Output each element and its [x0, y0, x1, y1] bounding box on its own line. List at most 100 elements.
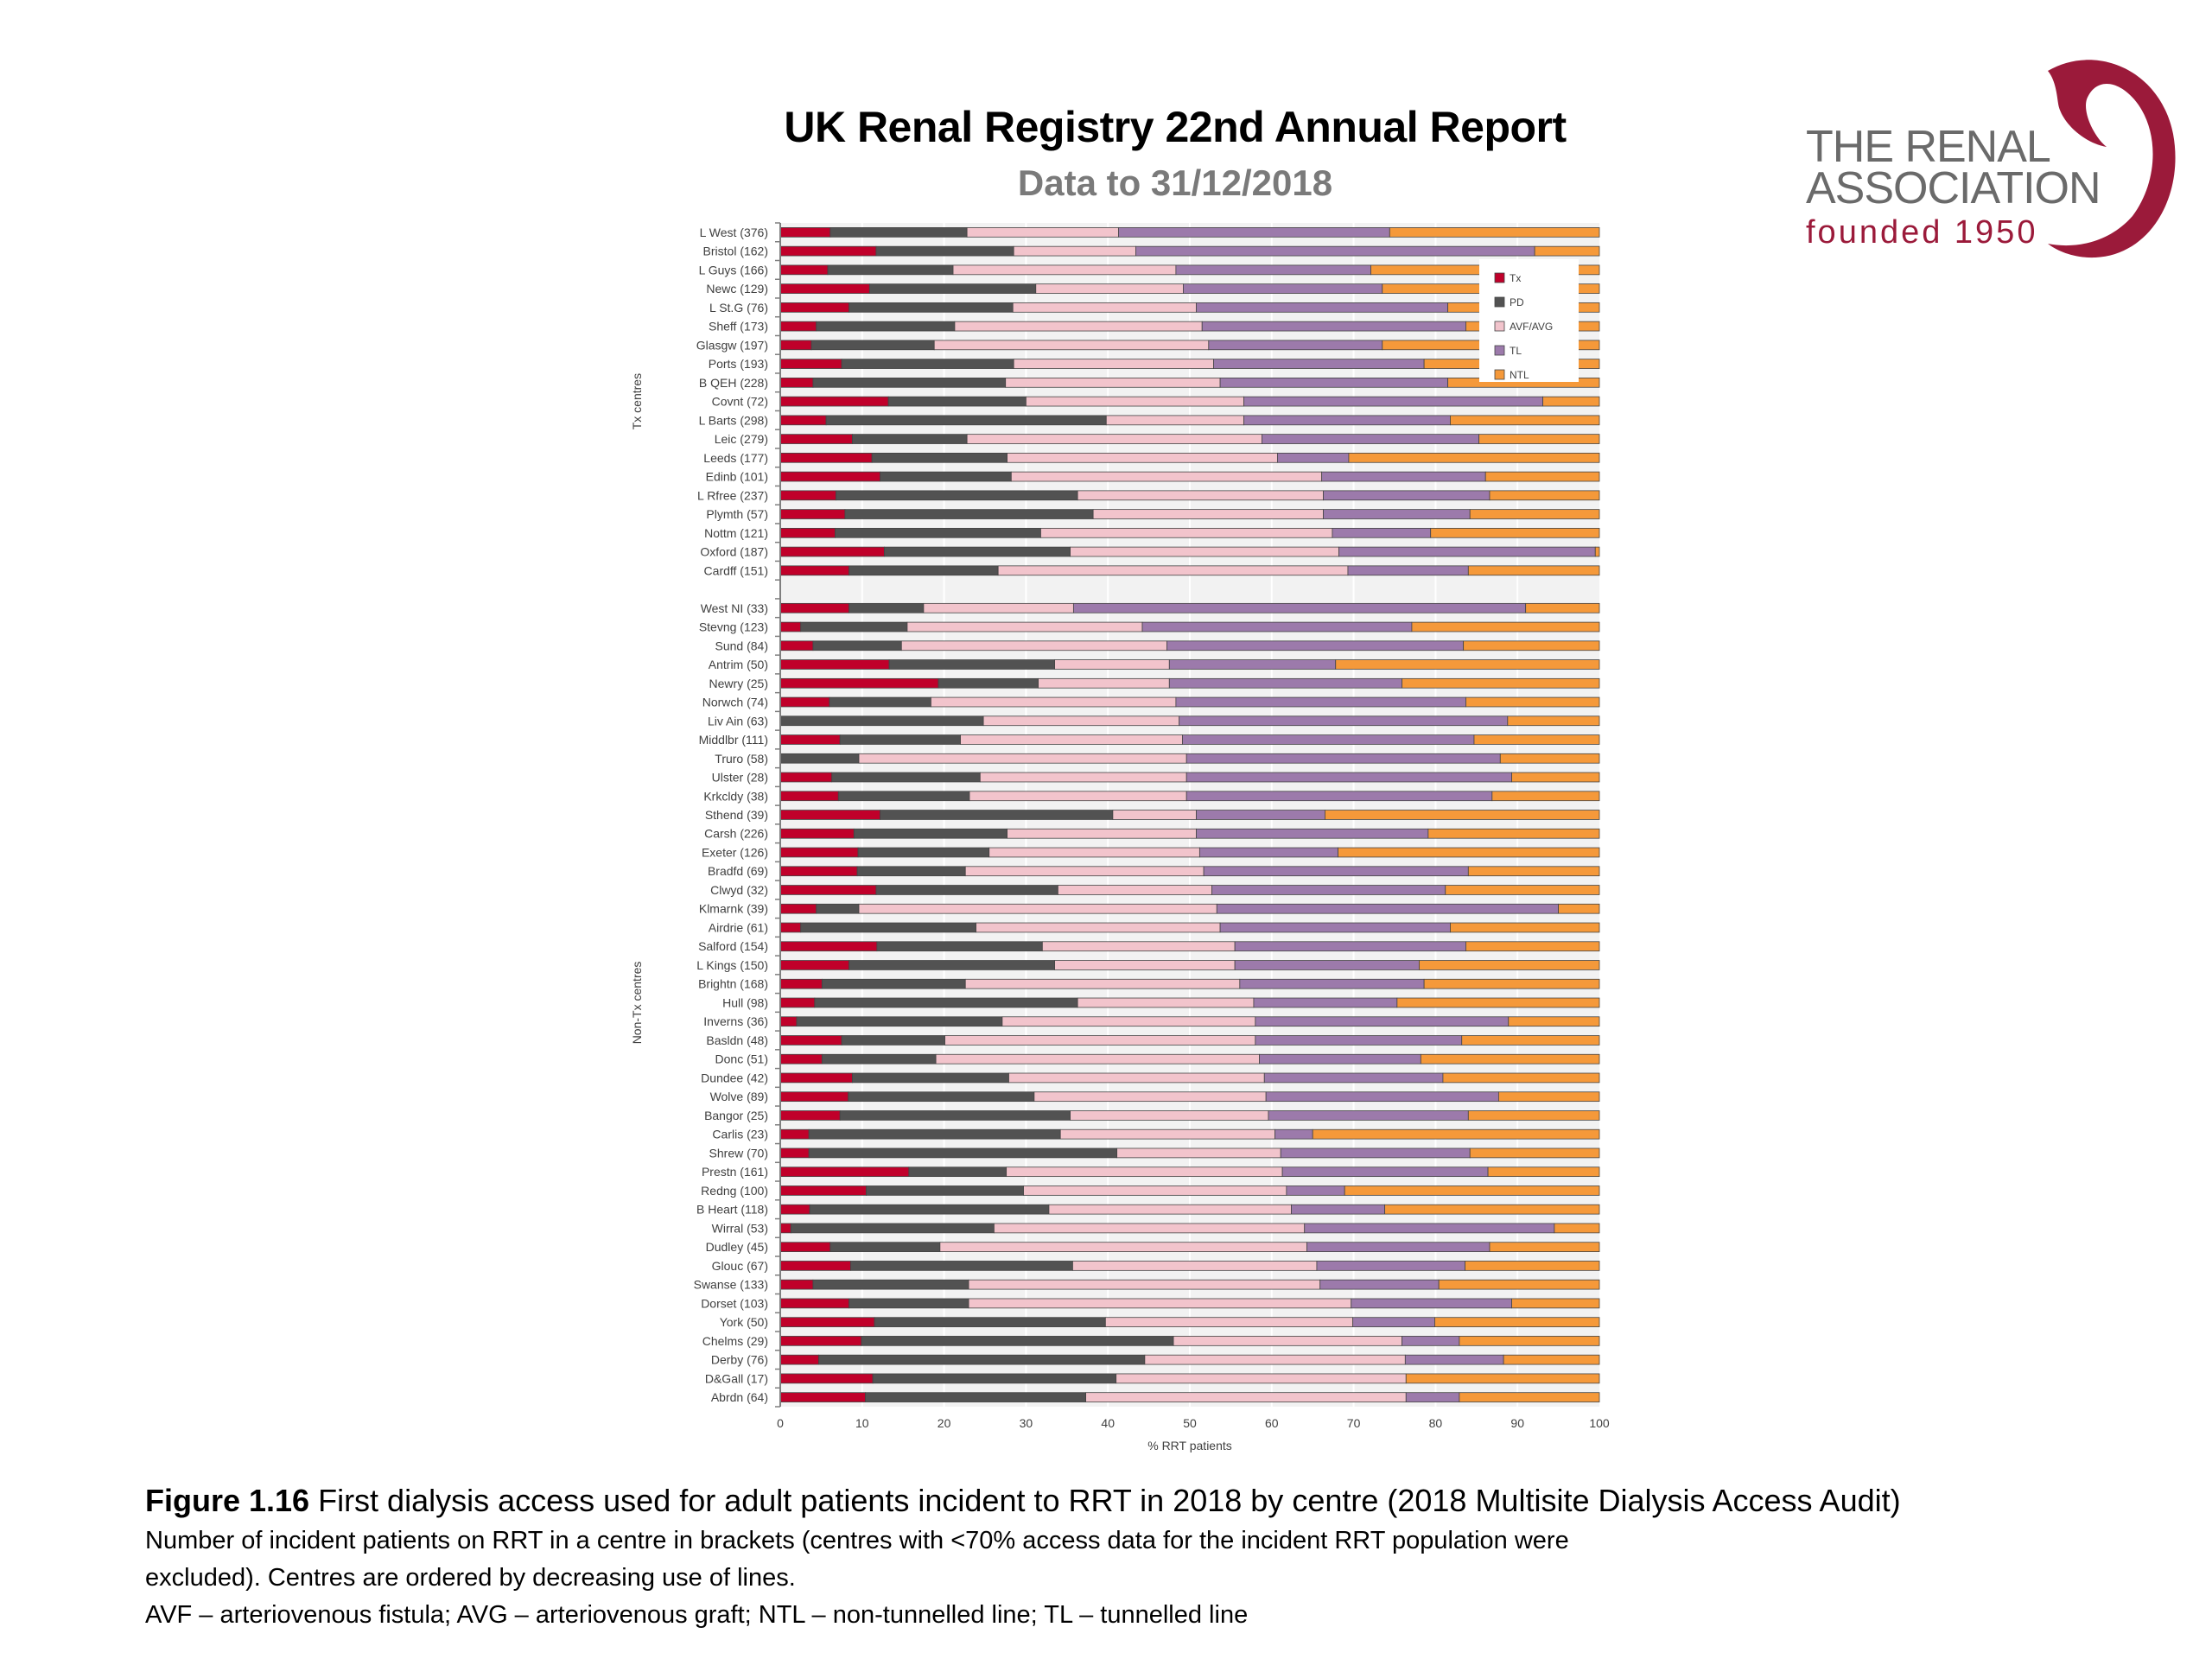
bar-segment-avf-avg [1008, 1072, 1265, 1084]
bar-segment-ntl [1497, 1091, 1600, 1103]
bar-segment-tl [1281, 1166, 1489, 1178]
bar-segment-pd [839, 734, 961, 745]
bar-segment-tx [779, 434, 853, 444]
bar-row-basldn-48 [779, 1035, 1600, 1046]
bar-segment-ntl [1478, 434, 1600, 444]
bar-segment-tl [1263, 1072, 1444, 1084]
bar-segment-pd [888, 659, 1055, 670]
bar-segment-avf-avg [979, 772, 1187, 783]
bar-segment-pd [880, 810, 1114, 820]
bar-row-newc-129 [779, 283, 1600, 294]
bar-segment-avf-avg [933, 340, 1210, 351]
y-tick-label: Covnt (72) [712, 395, 768, 409]
bar-segment-tl [1321, 471, 1486, 482]
bar-row-bangor-25 [779, 1110, 1600, 1121]
x-tick-label: 100 [1589, 1416, 1610, 1430]
y-tick-label: Sund (84) [715, 639, 768, 652]
bar-segment-avf-avg [1013, 359, 1214, 369]
bar-segment-tx [779, 509, 846, 519]
bar-row-plymth-57 [779, 509, 1600, 519]
y-tick-label: Sthend (39) [705, 808, 768, 822]
bar-segment-ntl [1325, 810, 1600, 820]
y-tick-label: Bangor (25) [704, 1109, 768, 1122]
bar-segment-tl [1347, 565, 1469, 576]
bar-segment-ntl [1312, 1128, 1600, 1140]
bar-row-covnt-72 [779, 396, 1600, 407]
legend-swatch-pd [1494, 296, 1505, 308]
bar-segment-avf-avg [1092, 509, 1324, 519]
logo-text-line1: THE RENAL [1806, 122, 2051, 172]
bar-segment-pd [852, 1072, 1009, 1084]
bar-row-sund-84 [779, 640, 1600, 652]
bar-segment-avf-avg [964, 978, 1241, 989]
bar-segment-pd [880, 471, 1012, 482]
bar-segment-ntl [1335, 659, 1600, 670]
bar-segment-tl [1175, 264, 1371, 276]
bar-segment-pd [849, 1298, 969, 1309]
bar-segment-tx [779, 772, 833, 783]
bar-segment-pd [831, 772, 981, 783]
bar-segment-avf-avg [964, 866, 1205, 877]
bar-segment-pd [825, 415, 1107, 426]
y-tick-label: B QEH (228) [699, 376, 768, 390]
bar-segment-pd [938, 677, 1039, 689]
y-tick-label: L Guys (166) [699, 263, 768, 276]
x-tick-label: 50 [1183, 1416, 1197, 1430]
bar-row-glouc-67 [779, 1261, 1600, 1271]
bar-segment-avf-avg [976, 922, 1221, 933]
x-tick-label: 80 [1429, 1416, 1443, 1430]
bar-segment-tx [779, 734, 841, 745]
bar-row-dorset-103 [779, 1298, 1600, 1309]
bar-segment-tl [1211, 885, 1446, 895]
kidney-swirl-icon [2048, 60, 2176, 258]
bar-segment-ntl [1396, 997, 1600, 1008]
y-tick-label: Wirral (53) [712, 1221, 768, 1235]
bar-segment-pd [853, 828, 1007, 839]
y-tick-label: York (50) [720, 1315, 768, 1329]
bar-segment-tx [779, 471, 881, 482]
group-label-non-tx-centres: Non-Tx centres [630, 962, 644, 1045]
bar-segment-tl [1277, 452, 1350, 463]
bar-segment-pd [875, 245, 1014, 257]
bar-segment-avf-avg [906, 621, 1143, 632]
logo-text-line3: founded 1950 [1806, 214, 2038, 251]
y-tick-label: Antrim (50) [709, 658, 768, 671]
y-tick-label: Glasgw (197) [696, 338, 768, 352]
y-tick-label: Abrdn (64) [711, 1390, 768, 1404]
bar-segment-tl [1118, 227, 1390, 238]
bar-segment-tl [1255, 1035, 1463, 1046]
bar-segment-ntl [1344, 1185, 1600, 1196]
bar-segment-avf-avg [1054, 960, 1236, 970]
y-tick-label: Prestn (161) [702, 1165, 768, 1179]
bar-segment-ntl [1450, 415, 1600, 426]
y-tick-label: Airdrie (61) [709, 920, 768, 934]
report-subtitle: Data to 31/12/2018 [0, 162, 2212, 204]
y-tick-label: Stevng (123) [699, 620, 768, 634]
y-tick-label: Dundee (42) [701, 1071, 768, 1084]
bar-segment-tl [1274, 1128, 1313, 1140]
bar-row-exeter-126 [779, 847, 1600, 858]
bar-segment-ntl [1461, 1035, 1600, 1046]
bar-row-liv-ain-63 [779, 715, 1600, 727]
bar-segment-tl [1072, 602, 1527, 613]
bar-row-dudley-45 [779, 1242, 1600, 1252]
bar-segment-ntl [1508, 1016, 1600, 1027]
bar-segment-pd [818, 1354, 1146, 1365]
bar-segment-tl [1405, 1392, 1460, 1402]
bar-row-l-west-376 [779, 227, 1600, 238]
bar-row-clwyd-32 [779, 885, 1600, 895]
bar-segment-ntl [1511, 772, 1600, 783]
report-subtitle-text: Data to 31/12/2018 [1017, 162, 1333, 203]
bar-segment-tl [1404, 1354, 1504, 1365]
y-tick-label: Hull (98) [722, 995, 768, 1009]
bar-segment-tx [779, 866, 858, 877]
bar-segment-tl [1135, 245, 1535, 257]
bar-segment-tl [1185, 772, 1512, 783]
legend-label-avf-avg: AVF/AVG [1510, 321, 1553, 333]
bar-segment-tx [779, 264, 829, 276]
bar-segment-avf-avg [1040, 527, 1333, 538]
bar-segment-tx [779, 1317, 875, 1327]
bar-segment-avf-avg [858, 753, 1187, 764]
bar-segment-ntl [1389, 227, 1600, 238]
bar-row-l-st-g-76 [779, 302, 1600, 313]
